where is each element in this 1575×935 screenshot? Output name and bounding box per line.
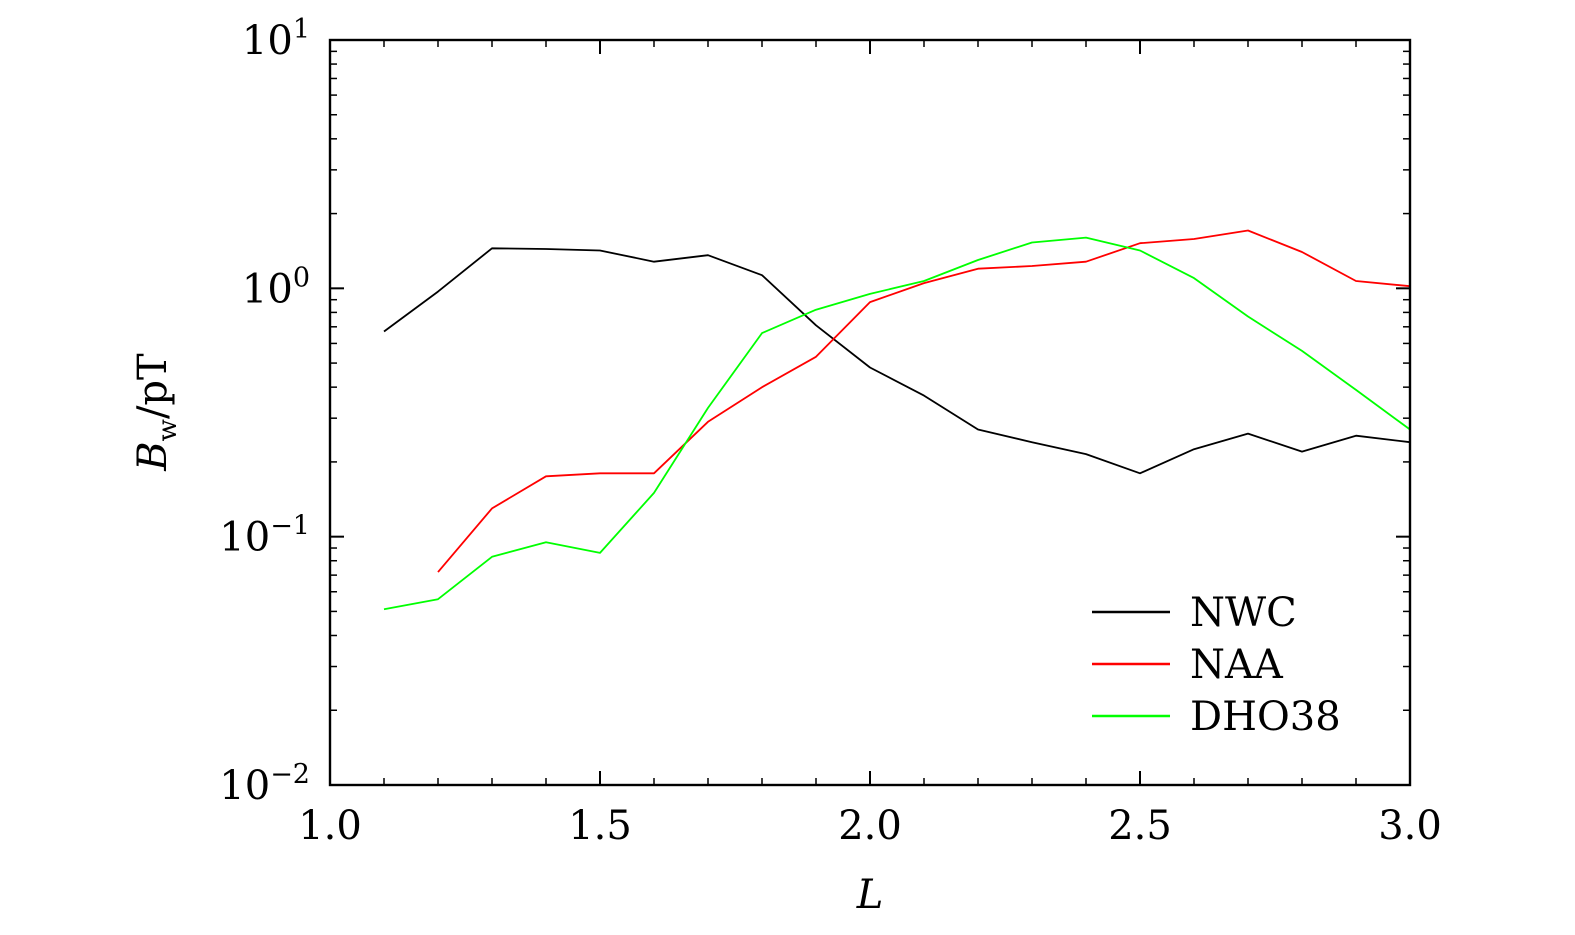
y-tick-exponent: −1 (270, 511, 310, 542)
y-tick-base: 10 (242, 18, 293, 64)
legend-label-nwc: NWC (1190, 590, 1297, 636)
y-tick-base: 10 (219, 763, 270, 809)
y-tick-label: 100 (242, 262, 310, 312)
y-axis-label-subscript: w (153, 419, 183, 441)
y-axis-label-main: B (130, 441, 176, 471)
series-layer (383, 229, 1411, 611)
y-tick-base: 10 (219, 515, 270, 561)
x-tick-label: 1.0 (298, 803, 362, 849)
legend-label-dho38: DHO38 (1190, 694, 1341, 740)
y-axis-label: Bw/pT (130, 353, 183, 472)
series-line-naa (437, 229, 1411, 573)
series-line-dho38 (383, 236, 1411, 611)
x-tick-label: 2.0 (838, 803, 902, 849)
legend-label-naa: NAA (1190, 642, 1284, 688)
y-tick-base: 10 (242, 266, 293, 312)
y-tick-exponent: 0 (293, 262, 310, 293)
y-axis-label-unit: /pT (130, 353, 176, 419)
y-tick-label: 10−1 (219, 511, 310, 561)
x-tick-label: 3.0 (1378, 803, 1442, 849)
series-line-nwc (383, 247, 1411, 475)
y-tick-label: 10−2 (219, 759, 310, 809)
x-axis-label: L (856, 872, 884, 918)
y-tick-exponent: −2 (270, 759, 310, 790)
x-tick-label: 1.5 (568, 803, 632, 849)
legend: NWC NAA DHO38 (1092, 590, 1341, 740)
x-tick-label: 2.5 (1108, 803, 1172, 849)
y-tick-label: 101 (242, 14, 310, 64)
y-tick-exponent: 1 (293, 14, 310, 45)
